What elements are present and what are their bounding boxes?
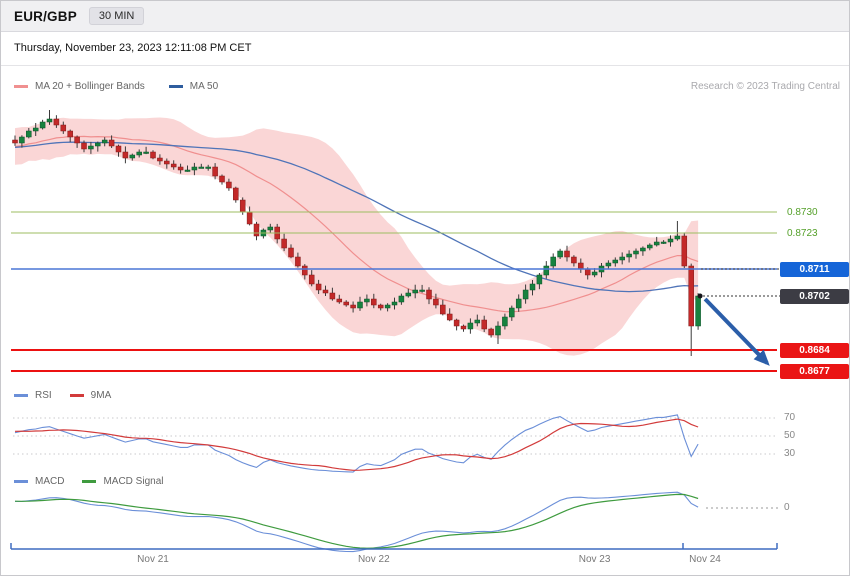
macd-signal-swatch-icon <box>82 480 97 483</box>
macd-legend: MACD MACD Signal <box>14 476 163 487</box>
attribution-text: Research © 2023 Trading Central <box>690 81 840 92</box>
legend-label: MACD <box>35 476 65 487</box>
legend-item-ma50: MA 50 <box>168 81 219 92</box>
macd-scale-zero: 0 <box>784 502 790 513</box>
rsi-9ma-swatch-icon <box>69 394 84 397</box>
rsi-scale-70: 70 <box>784 412 796 423</box>
legend-item-macd-signal: MACD Signal <box>82 476 163 487</box>
ma50-line <box>14 141 699 293</box>
rsi-9ma-line <box>14 418 699 471</box>
separator-line <box>1 65 849 66</box>
price-tag-last: 0.8702 <box>780 288 849 304</box>
rsi-line <box>14 414 699 473</box>
macd-line <box>14 491 699 553</box>
price-tag-resistance-1: 0.8730 <box>787 206 818 218</box>
last-price-dot <box>697 293 703 299</box>
legend-label: 9MA <box>90 390 112 401</box>
ma20-line <box>14 135 699 313</box>
ma20-bollinger-swatch-icon <box>14 85 28 88</box>
price-tag-support-2: 0.8677 <box>780 363 849 379</box>
legend-label: MA 50 <box>189 81 219 92</box>
legend-item-rsi: RSI <box>14 390 52 401</box>
x-axis-label-nov24: Nov 24 <box>689 554 721 565</box>
bollinger-band-area <box>15 117 699 356</box>
legend-label: MA 20 + Bollinger Bands <box>35 81 145 92</box>
candles <box>12 110 701 356</box>
price-legend: MA 20 + Bollinger Bands MA 50 <box>14 81 218 92</box>
rsi-scale-50: 50 <box>784 430 796 441</box>
down-arrow <box>703 297 770 366</box>
ma50-swatch-icon <box>168 85 183 88</box>
legend-item-ma20-bollinger: MA 20 + Bollinger Bands <box>14 81 145 92</box>
legend-label: RSI <box>35 390 52 401</box>
legend-label: MACD Signal <box>103 476 164 487</box>
macd-swatch-icon <box>14 480 28 483</box>
x-axis-label-nov21: Nov 21 <box>137 554 169 565</box>
price-tag-support-1: 0.8684 <box>780 342 849 358</box>
rsi-swatch-icon <box>14 394 28 397</box>
macd-signal-line <box>14 493 699 549</box>
rsi-scale-30: 30 <box>784 448 796 459</box>
x-axis-label-nov22: Nov 22 <box>357 554 390 565</box>
symbol-title: EUR/GBP <box>14 8 77 24</box>
price-tag-pivot: 0.8711 <box>780 261 849 277</box>
legend-item-rsi-9ma: 9MA <box>69 390 112 401</box>
legend-item-macd: MACD <box>14 476 64 487</box>
timeframe-badge: 30 MIN <box>88 7 145 25</box>
rsi-legend: RSI 9MA <box>14 390 111 401</box>
header-bar: EUR/GBP 30 MIN <box>1 1 849 32</box>
price-tag-resistance-2: 0.8723 <box>787 227 818 239</box>
datetime-label: Thursday, November 23, 2023 12:11:08 PM … <box>14 42 252 54</box>
x-axis-label-nov23: Nov 23 <box>578 554 611 565</box>
